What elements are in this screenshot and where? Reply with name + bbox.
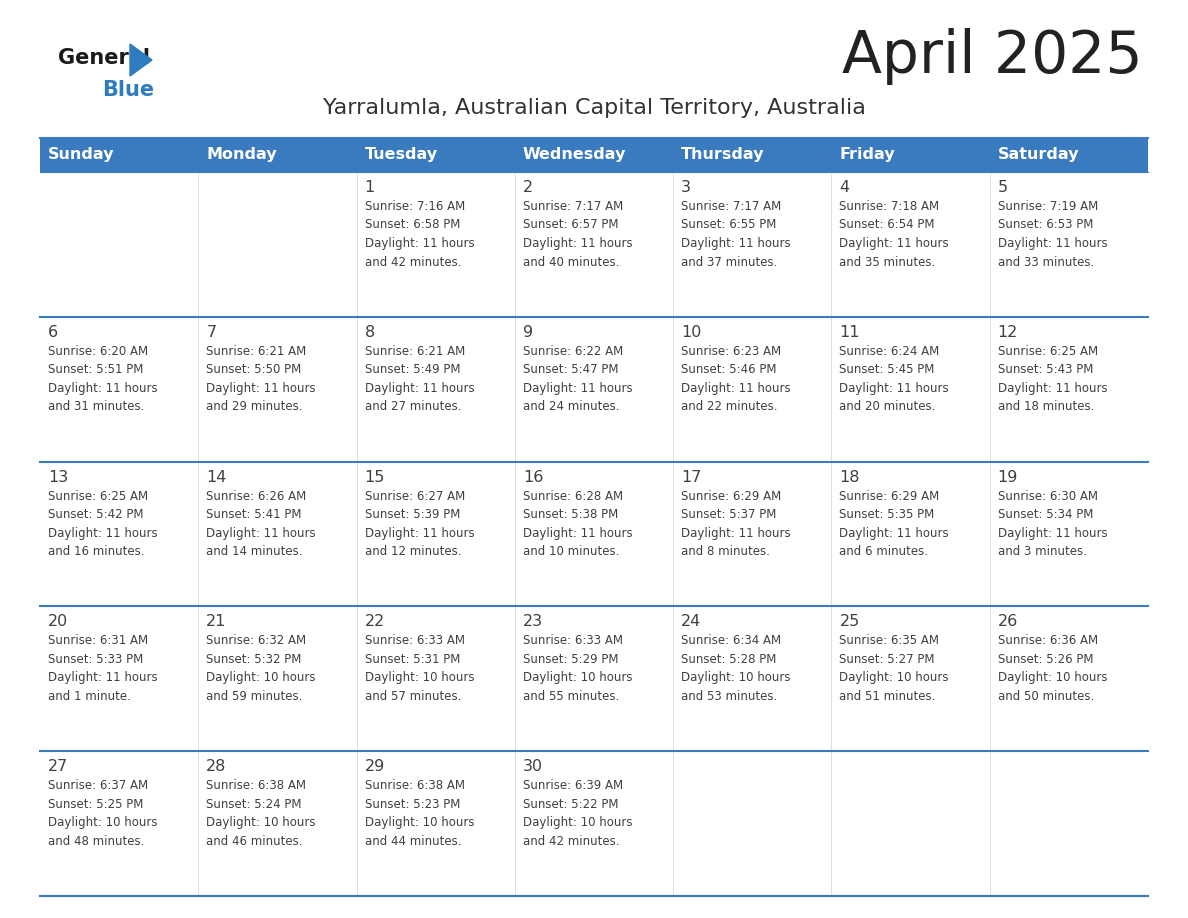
Text: 9: 9 bbox=[523, 325, 533, 340]
Text: Wednesday: Wednesday bbox=[523, 148, 626, 162]
Text: Sunrise: 6:33 AM
Sunset: 5:31 PM
Daylight: 10 hours
and 57 minutes.: Sunrise: 6:33 AM Sunset: 5:31 PM Dayligh… bbox=[365, 634, 474, 703]
Bar bbox=[40, 751, 1148, 896]
Text: Sunrise: 6:39 AM
Sunset: 5:22 PM
Daylight: 10 hours
and 42 minutes.: Sunrise: 6:39 AM Sunset: 5:22 PM Dayligh… bbox=[523, 779, 632, 847]
Text: Sunrise: 6:38 AM
Sunset: 5:23 PM
Daylight: 10 hours
and 44 minutes.: Sunrise: 6:38 AM Sunset: 5:23 PM Dayligh… bbox=[365, 779, 474, 847]
Text: 15: 15 bbox=[365, 470, 385, 485]
Text: 26: 26 bbox=[998, 614, 1018, 630]
Bar bbox=[40, 607, 1148, 751]
Text: 21: 21 bbox=[207, 614, 227, 630]
Text: Thursday: Thursday bbox=[681, 148, 765, 162]
Text: April 2025: April 2025 bbox=[842, 28, 1143, 85]
Text: 11: 11 bbox=[840, 325, 860, 340]
Text: 19: 19 bbox=[998, 470, 1018, 485]
Text: Sunrise: 6:31 AM
Sunset: 5:33 PM
Daylight: 11 hours
and 1 minute.: Sunrise: 6:31 AM Sunset: 5:33 PM Dayligh… bbox=[48, 634, 158, 703]
Text: Sunday: Sunday bbox=[48, 148, 114, 162]
Text: Sunrise: 6:25 AM
Sunset: 5:42 PM
Daylight: 11 hours
and 16 minutes.: Sunrise: 6:25 AM Sunset: 5:42 PM Dayligh… bbox=[48, 489, 158, 558]
Text: 29: 29 bbox=[365, 759, 385, 774]
Bar bbox=[40, 138, 198, 172]
Bar bbox=[356, 138, 514, 172]
Text: Sunrise: 6:35 AM
Sunset: 5:27 PM
Daylight: 10 hours
and 51 minutes.: Sunrise: 6:35 AM Sunset: 5:27 PM Dayligh… bbox=[840, 634, 949, 703]
Bar bbox=[832, 138, 990, 172]
Text: Tuesday: Tuesday bbox=[365, 148, 437, 162]
Bar bbox=[674, 138, 832, 172]
Text: Sunrise: 7:17 AM
Sunset: 6:57 PM
Daylight: 11 hours
and 40 minutes.: Sunrise: 7:17 AM Sunset: 6:57 PM Dayligh… bbox=[523, 200, 632, 268]
Bar bbox=[514, 138, 674, 172]
Polygon shape bbox=[129, 44, 152, 76]
Text: 1: 1 bbox=[365, 180, 375, 195]
Text: Sunrise: 7:16 AM
Sunset: 6:58 PM
Daylight: 11 hours
and 42 minutes.: Sunrise: 7:16 AM Sunset: 6:58 PM Dayligh… bbox=[365, 200, 474, 268]
Text: Sunrise: 6:23 AM
Sunset: 5:46 PM
Daylight: 11 hours
and 22 minutes.: Sunrise: 6:23 AM Sunset: 5:46 PM Dayligh… bbox=[681, 345, 791, 413]
Text: 22: 22 bbox=[365, 614, 385, 630]
Text: 12: 12 bbox=[998, 325, 1018, 340]
Text: 13: 13 bbox=[48, 470, 68, 485]
Text: Sunrise: 6:36 AM
Sunset: 5:26 PM
Daylight: 10 hours
and 50 minutes.: Sunrise: 6:36 AM Sunset: 5:26 PM Dayligh… bbox=[998, 634, 1107, 703]
Text: Sunrise: 6:25 AM
Sunset: 5:43 PM
Daylight: 11 hours
and 18 minutes.: Sunrise: 6:25 AM Sunset: 5:43 PM Dayligh… bbox=[998, 345, 1107, 413]
Text: Sunrise: 7:18 AM
Sunset: 6:54 PM
Daylight: 11 hours
and 35 minutes.: Sunrise: 7:18 AM Sunset: 6:54 PM Dayligh… bbox=[840, 200, 949, 268]
Text: 16: 16 bbox=[523, 470, 543, 485]
Bar bbox=[40, 317, 1148, 462]
Text: 14: 14 bbox=[207, 470, 227, 485]
Text: Sunrise: 6:33 AM
Sunset: 5:29 PM
Daylight: 10 hours
and 55 minutes.: Sunrise: 6:33 AM Sunset: 5:29 PM Dayligh… bbox=[523, 634, 632, 703]
Text: Monday: Monday bbox=[207, 148, 277, 162]
Text: 30: 30 bbox=[523, 759, 543, 774]
Text: Sunrise: 6:38 AM
Sunset: 5:24 PM
Daylight: 10 hours
and 46 minutes.: Sunrise: 6:38 AM Sunset: 5:24 PM Dayligh… bbox=[207, 779, 316, 847]
Text: 10: 10 bbox=[681, 325, 702, 340]
Text: Sunrise: 6:26 AM
Sunset: 5:41 PM
Daylight: 11 hours
and 14 minutes.: Sunrise: 6:26 AM Sunset: 5:41 PM Dayligh… bbox=[207, 489, 316, 558]
Text: 20: 20 bbox=[48, 614, 68, 630]
Text: Blue: Blue bbox=[102, 80, 154, 100]
Text: Sunrise: 6:29 AM
Sunset: 5:35 PM
Daylight: 11 hours
and 6 minutes.: Sunrise: 6:29 AM Sunset: 5:35 PM Dayligh… bbox=[840, 489, 949, 558]
Text: Saturday: Saturday bbox=[998, 148, 1079, 162]
Text: 8: 8 bbox=[365, 325, 375, 340]
Text: Sunrise: 6:22 AM
Sunset: 5:47 PM
Daylight: 11 hours
and 24 minutes.: Sunrise: 6:22 AM Sunset: 5:47 PM Dayligh… bbox=[523, 345, 632, 413]
Text: 24: 24 bbox=[681, 614, 701, 630]
Text: Sunrise: 6:37 AM
Sunset: 5:25 PM
Daylight: 10 hours
and 48 minutes.: Sunrise: 6:37 AM Sunset: 5:25 PM Dayligh… bbox=[48, 779, 158, 847]
Text: 23: 23 bbox=[523, 614, 543, 630]
Text: Sunrise: 6:21 AM
Sunset: 5:49 PM
Daylight: 11 hours
and 27 minutes.: Sunrise: 6:21 AM Sunset: 5:49 PM Dayligh… bbox=[365, 345, 474, 413]
Text: 18: 18 bbox=[840, 470, 860, 485]
Text: Sunrise: 6:32 AM
Sunset: 5:32 PM
Daylight: 10 hours
and 59 minutes.: Sunrise: 6:32 AM Sunset: 5:32 PM Dayligh… bbox=[207, 634, 316, 703]
Bar bbox=[40, 462, 1148, 607]
Text: 28: 28 bbox=[207, 759, 227, 774]
Text: Friday: Friday bbox=[840, 148, 895, 162]
Text: Sunrise: 6:28 AM
Sunset: 5:38 PM
Daylight: 11 hours
and 10 minutes.: Sunrise: 6:28 AM Sunset: 5:38 PM Dayligh… bbox=[523, 489, 632, 558]
Text: Yarralumla, Australian Capital Territory, Australia: Yarralumla, Australian Capital Territory… bbox=[323, 98, 865, 118]
Text: 2: 2 bbox=[523, 180, 533, 195]
Text: Sunrise: 6:27 AM
Sunset: 5:39 PM
Daylight: 11 hours
and 12 minutes.: Sunrise: 6:27 AM Sunset: 5:39 PM Dayligh… bbox=[365, 489, 474, 558]
Text: 27: 27 bbox=[48, 759, 68, 774]
Text: Sunrise: 7:19 AM
Sunset: 6:53 PM
Daylight: 11 hours
and 33 minutes.: Sunrise: 7:19 AM Sunset: 6:53 PM Dayligh… bbox=[998, 200, 1107, 268]
Text: Sunrise: 6:34 AM
Sunset: 5:28 PM
Daylight: 10 hours
and 53 minutes.: Sunrise: 6:34 AM Sunset: 5:28 PM Dayligh… bbox=[681, 634, 791, 703]
Text: 17: 17 bbox=[681, 470, 702, 485]
Text: 6: 6 bbox=[48, 325, 58, 340]
Text: Sunrise: 6:29 AM
Sunset: 5:37 PM
Daylight: 11 hours
and 8 minutes.: Sunrise: 6:29 AM Sunset: 5:37 PM Dayligh… bbox=[681, 489, 791, 558]
Text: Sunrise: 6:20 AM
Sunset: 5:51 PM
Daylight: 11 hours
and 31 minutes.: Sunrise: 6:20 AM Sunset: 5:51 PM Dayligh… bbox=[48, 345, 158, 413]
Bar bbox=[40, 172, 1148, 317]
Text: 5: 5 bbox=[998, 180, 1007, 195]
Text: Sunrise: 6:21 AM
Sunset: 5:50 PM
Daylight: 11 hours
and 29 minutes.: Sunrise: 6:21 AM Sunset: 5:50 PM Dayligh… bbox=[207, 345, 316, 413]
Text: 7: 7 bbox=[207, 325, 216, 340]
Text: 3: 3 bbox=[681, 180, 691, 195]
Bar bbox=[990, 138, 1148, 172]
Text: 4: 4 bbox=[840, 180, 849, 195]
Text: 25: 25 bbox=[840, 614, 860, 630]
Text: Sunrise: 6:30 AM
Sunset: 5:34 PM
Daylight: 11 hours
and 3 minutes.: Sunrise: 6:30 AM Sunset: 5:34 PM Dayligh… bbox=[998, 489, 1107, 558]
Bar bbox=[198, 138, 356, 172]
Text: General: General bbox=[58, 48, 150, 68]
Text: Sunrise: 7:17 AM
Sunset: 6:55 PM
Daylight: 11 hours
and 37 minutes.: Sunrise: 7:17 AM Sunset: 6:55 PM Dayligh… bbox=[681, 200, 791, 268]
Text: Sunrise: 6:24 AM
Sunset: 5:45 PM
Daylight: 11 hours
and 20 minutes.: Sunrise: 6:24 AM Sunset: 5:45 PM Dayligh… bbox=[840, 345, 949, 413]
